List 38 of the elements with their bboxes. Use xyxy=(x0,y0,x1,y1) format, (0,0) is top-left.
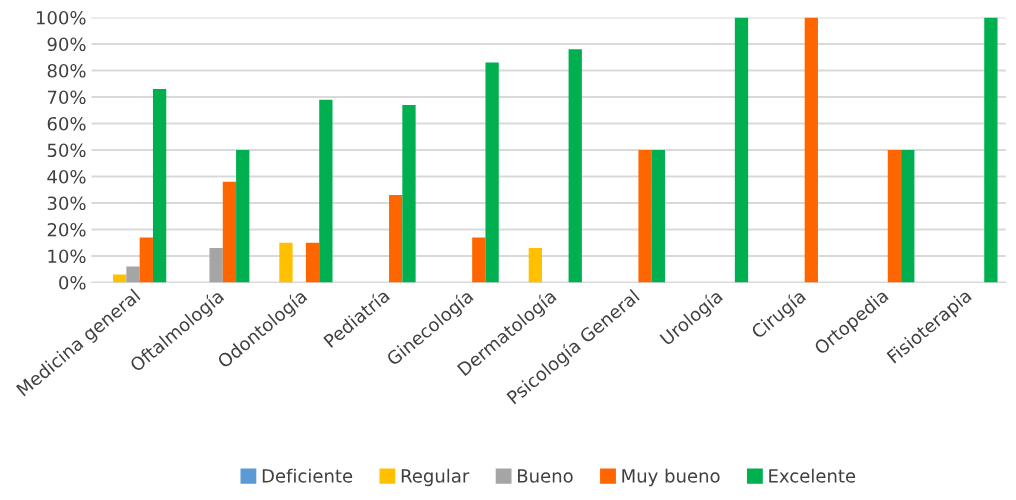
y-tick-label: 40% xyxy=(47,169,86,184)
bar xyxy=(887,150,902,283)
y-tick-label: 50% xyxy=(47,143,86,158)
bar xyxy=(485,62,499,283)
y-tick-label: 20% xyxy=(47,222,86,237)
bar xyxy=(568,49,582,283)
bar xyxy=(319,99,333,283)
y-tick-label: 30% xyxy=(47,196,86,211)
bar xyxy=(389,195,403,283)
bar xyxy=(472,237,486,283)
y-tick-label: 90% xyxy=(47,37,86,52)
bar xyxy=(152,89,167,283)
bar xyxy=(279,242,293,283)
legend-label: Deficiente xyxy=(262,468,353,483)
bar xyxy=(638,150,652,283)
bar xyxy=(402,104,416,283)
bar xyxy=(209,248,223,283)
bar xyxy=(734,17,749,283)
y-tick-label: 10% xyxy=(48,249,86,264)
y-tick-label: 0% xyxy=(59,275,86,290)
bar xyxy=(804,17,818,283)
legend-label: Excelente xyxy=(769,468,856,483)
bar xyxy=(984,17,998,283)
bar xyxy=(305,242,320,283)
legend-label: Muy bueno xyxy=(622,468,720,487)
bar xyxy=(528,248,542,283)
bar xyxy=(222,181,237,283)
legend-label: Regular xyxy=(401,468,470,487)
y-tick-label: 60% xyxy=(47,116,86,131)
bar xyxy=(901,150,915,283)
legend-label: Bueno xyxy=(518,469,573,483)
y-tick-label: 80% xyxy=(47,63,86,78)
y-tick-label: 70% xyxy=(47,90,86,105)
bar xyxy=(139,237,153,283)
bar xyxy=(651,150,666,283)
y-tick-label: 100% xyxy=(36,10,86,25)
bar xyxy=(236,150,250,283)
bar xyxy=(126,266,140,283)
